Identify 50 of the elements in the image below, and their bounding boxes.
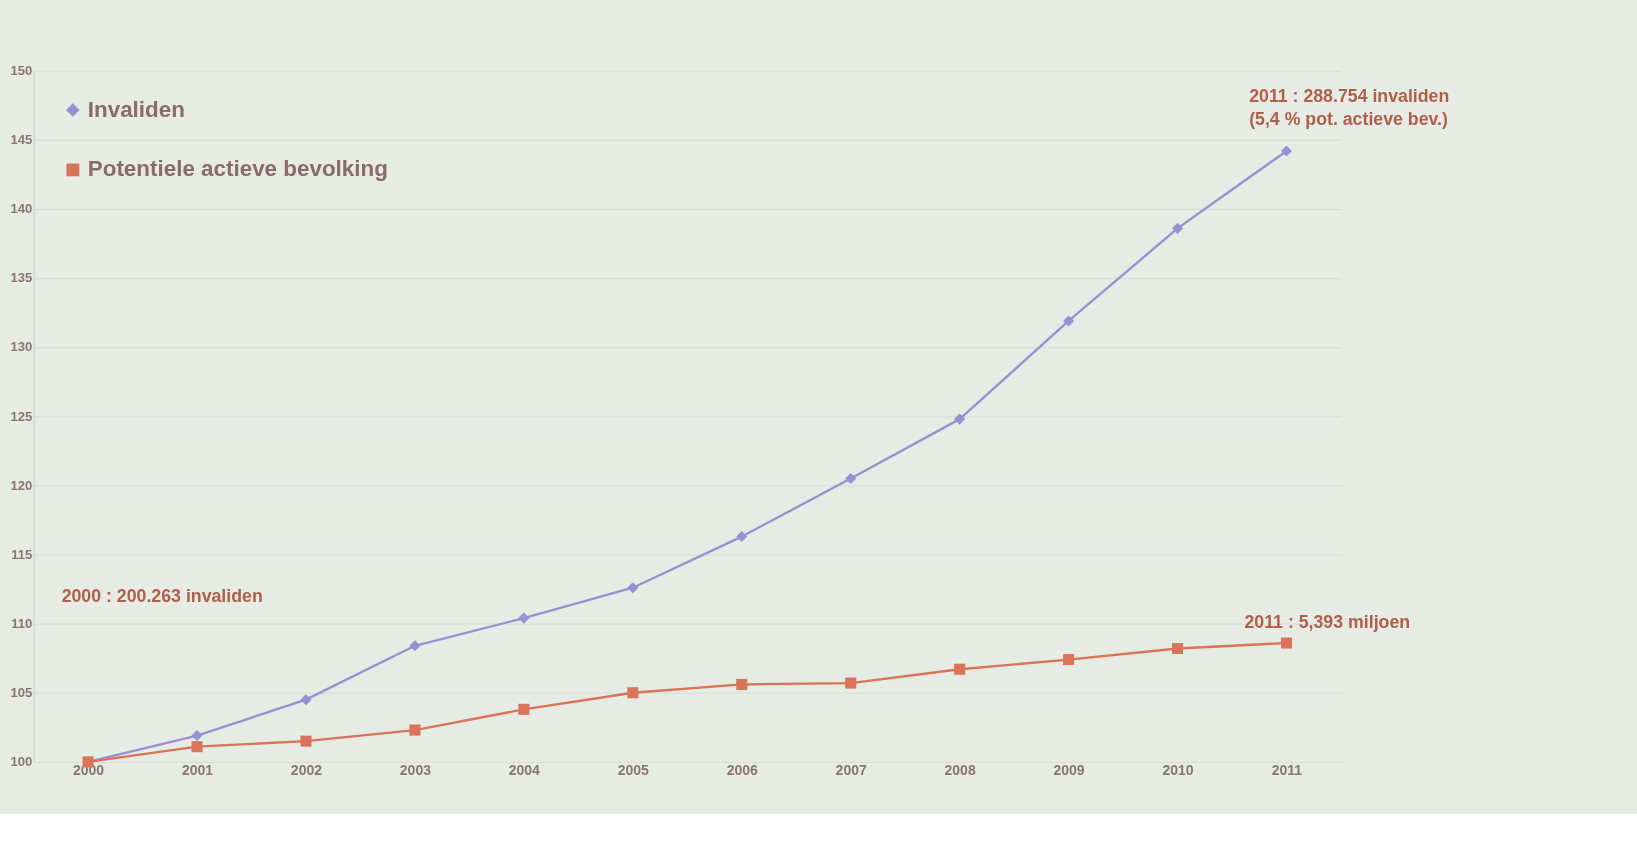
y-tick-label: 115 [11, 546, 33, 562]
point [1172, 643, 1184, 655]
x-tick-label: 2009 [1053, 762, 1085, 779]
y-tick-label: 105 [10, 684, 33, 700]
point [954, 413, 966, 425]
point [300, 694, 312, 706]
x-tick-label: 2001 [181, 762, 214, 779]
point [409, 724, 421, 736]
y-tick-label: 125 [10, 408, 33, 424]
point [1280, 637, 1293, 649]
y-tick-label: 150 [10, 63, 33, 79]
point [191, 730, 203, 742]
annotation: 2011 : 288.754 invaliden [1249, 86, 1450, 107]
x-tick-label: 2010 [1162, 762, 1194, 779]
legend-label: Potentiele actieve bevolking [87, 156, 388, 182]
x-tick-label: 2002 [290, 762, 323, 779]
point [191, 741, 203, 753]
point [736, 678, 748, 690]
point [409, 640, 421, 652]
legend-label: Invaliden [87, 96, 185, 122]
point [1063, 315, 1075, 327]
x-tick-label: 2011 [1271, 762, 1303, 779]
y-tick-label: 130 [10, 339, 33, 355]
point [300, 735, 312, 747]
point [1172, 222, 1184, 234]
annotation: 2011 : 5,393 miljoen [1244, 612, 1411, 633]
annotation: (5,4 % pot. actieve bev.) [1249, 108, 1448, 129]
x-tick-label: 2005 [617, 762, 650, 779]
point [518, 703, 530, 715]
y-tick-label: 145 [10, 132, 33, 148]
y-tick-label: 135 [10, 270, 33, 286]
point [1063, 654, 1075, 666]
x-tick-label: 2008 [944, 762, 976, 779]
y-tick-label: 100 [10, 754, 33, 770]
point [1280, 145, 1293, 157]
annotation: 2000 : 200.263 invaliden [61, 585, 263, 606]
point [518, 612, 530, 624]
point [736, 531, 748, 543]
x-tick-label: 2007 [835, 762, 867, 779]
x-tick-label: 2003 [399, 762, 432, 779]
point [845, 677, 857, 689]
y-tick-label: 110 [11, 615, 33, 631]
point [627, 582, 639, 594]
point [845, 473, 857, 485]
y-tick-label: 140 [10, 201, 33, 217]
point [954, 663, 966, 675]
y-tick-label: 120 [10, 477, 33, 493]
x-tick-label: 2004 [508, 762, 541, 779]
x-tick-label: 2006 [726, 762, 759, 779]
point [627, 687, 639, 699]
